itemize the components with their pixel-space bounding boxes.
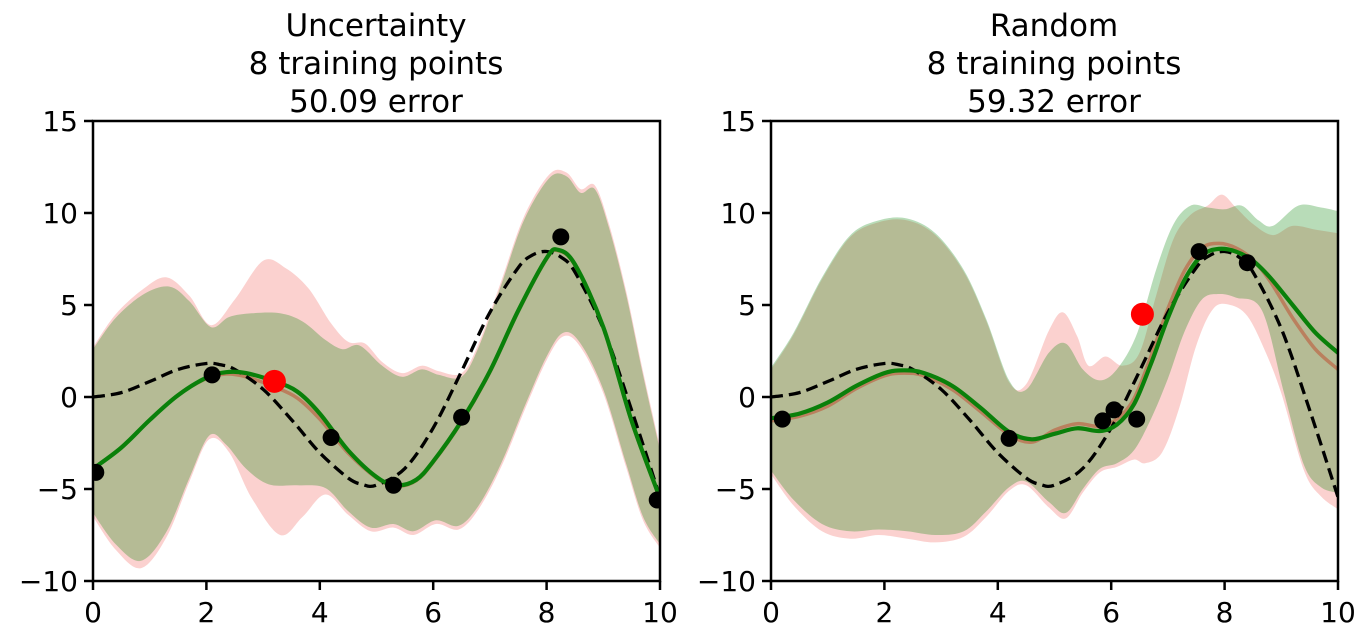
true-function-line bbox=[93, 249, 660, 498]
training-point bbox=[1190, 243, 1208, 261]
training-point bbox=[1105, 401, 1123, 419]
y-tick-label: 0 bbox=[738, 381, 756, 414]
x-tick-label: 0 bbox=[84, 596, 102, 629]
chart-random: Random 8 training points 59.32 error 0 2 4… bbox=[697, 8, 1356, 629]
training-point bbox=[1128, 410, 1146, 428]
training-point bbox=[453, 408, 471, 426]
y-tick-label: 0 bbox=[60, 381, 78, 414]
training-point bbox=[1000, 429, 1018, 447]
y-tick-label: −5 bbox=[715, 473, 756, 506]
x-tick-label: 0 bbox=[762, 596, 780, 629]
axes-spines bbox=[91, 119, 662, 583]
confidence-band-current bbox=[93, 173, 660, 562]
training-point bbox=[203, 366, 221, 384]
y-tick-label: 15 bbox=[42, 105, 78, 138]
y-tick-label: 10 bbox=[720, 197, 756, 230]
chart-title-points: 8 training points bbox=[249, 46, 504, 82]
y-tick-label: 5 bbox=[60, 289, 78, 322]
x-tick-label: 10 bbox=[642, 596, 678, 629]
training-point bbox=[322, 429, 340, 446]
queried-point bbox=[1130, 302, 1154, 326]
x-tick-label: 8 bbox=[538, 596, 556, 629]
x-tick-label: 8 bbox=[1216, 596, 1234, 629]
x-tick-label: 2 bbox=[197, 596, 215, 629]
chart-title-method: Uncertainty bbox=[285, 8, 466, 44]
confidence-band-current bbox=[771, 204, 1338, 536]
y-tick-label: −10 bbox=[19, 565, 78, 598]
plot-area: 0 2 4 6 8 10 15 10 5 0 −5 −10 bbox=[697, 105, 1356, 629]
chart-uncertainty: Uncertainty 8 training points 50.09 erro… bbox=[19, 8, 678, 629]
x-tick-label: 4 bbox=[311, 596, 329, 629]
x-tick-label: 4 bbox=[989, 596, 1007, 629]
training-point bbox=[773, 410, 791, 428]
training-point bbox=[1238, 254, 1256, 272]
x-tick-label: 10 bbox=[1320, 596, 1356, 629]
x-tick-label: 6 bbox=[424, 596, 442, 629]
x-tick-label: 2 bbox=[875, 596, 893, 629]
y-tick-label: −10 bbox=[697, 565, 756, 598]
training-point bbox=[93, 463, 105, 481]
training-point bbox=[385, 476, 402, 494]
axes-spines bbox=[769, 119, 1340, 583]
y-tick-label: 5 bbox=[738, 289, 756, 322]
chart-title-points: 8 training points bbox=[927, 46, 1182, 82]
plot-area: 0 2 4 6 8 10 15 10 5 0 −5 −10 bbox=[19, 105, 678, 629]
confidence-band-previous bbox=[771, 194, 1338, 543]
y-tick-label: 15 bbox=[720, 105, 756, 138]
training-point bbox=[552, 228, 570, 246]
chart-title-method: Random bbox=[990, 8, 1118, 44]
x-tick-label: 6 bbox=[1102, 596, 1120, 629]
chart-title-error: 59.32 error bbox=[967, 84, 1141, 120]
y-tick-label: 10 bbox=[42, 197, 78, 230]
y-tick-label: −5 bbox=[37, 473, 78, 506]
plot-contents bbox=[771, 194, 1338, 543]
queried-point bbox=[262, 369, 286, 393]
training-point bbox=[1094, 412, 1112, 430]
training-point bbox=[648, 491, 660, 509]
plot-contents bbox=[93, 169, 660, 569]
chart-title-error: 50.09 error bbox=[289, 84, 463, 120]
